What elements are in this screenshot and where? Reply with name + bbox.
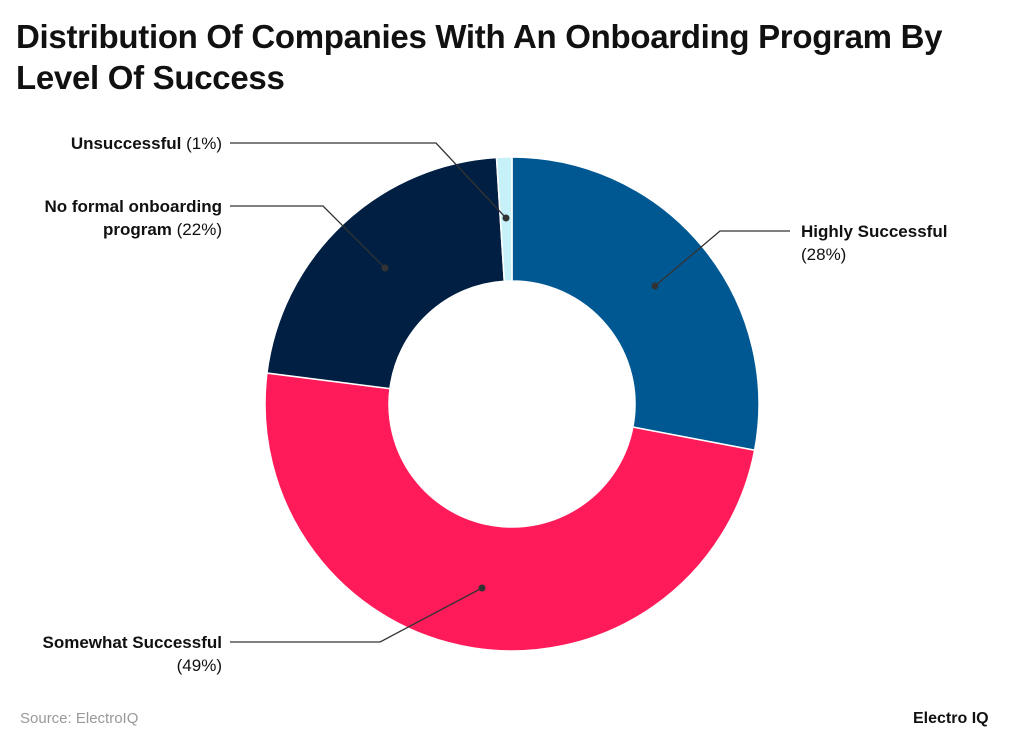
label-somewhat-successful: Somewhat Successful (49%) — [42, 633, 222, 675]
leader-line-unsuccessful — [230, 142, 507, 219]
slice-highly-successful — [511, 156, 760, 452]
slice-no-formal — [266, 156, 506, 390]
leader-dot-unsuccessful — [502, 214, 510, 222]
leader-line-somewhat-successful — [230, 587, 483, 643]
leader-dot-somewhat-successful — [478, 584, 486, 592]
label-unsuccessful: Unsuccessful (1%) — [70, 134, 222, 153]
brand-logo: Electro IQ — [913, 710, 989, 727]
label-no-formal: No formal onboarding program (22%) — [44, 197, 222, 239]
leader-dot-highly-successful — [651, 282, 659, 290]
leader-line-no-formal — [230, 205, 386, 269]
source-text: Source: ElectroIQ — [20, 710, 139, 727]
leader-line-highly-successful — [654, 230, 790, 287]
slice-somewhat-successful — [264, 372, 756, 652]
chart-title: Distribution Of Companies With An Onboar… — [16, 18, 943, 96]
leader-dot-no-formal — [381, 264, 389, 272]
label-highly-successful: Highly Successful (28%) — [801, 222, 948, 264]
